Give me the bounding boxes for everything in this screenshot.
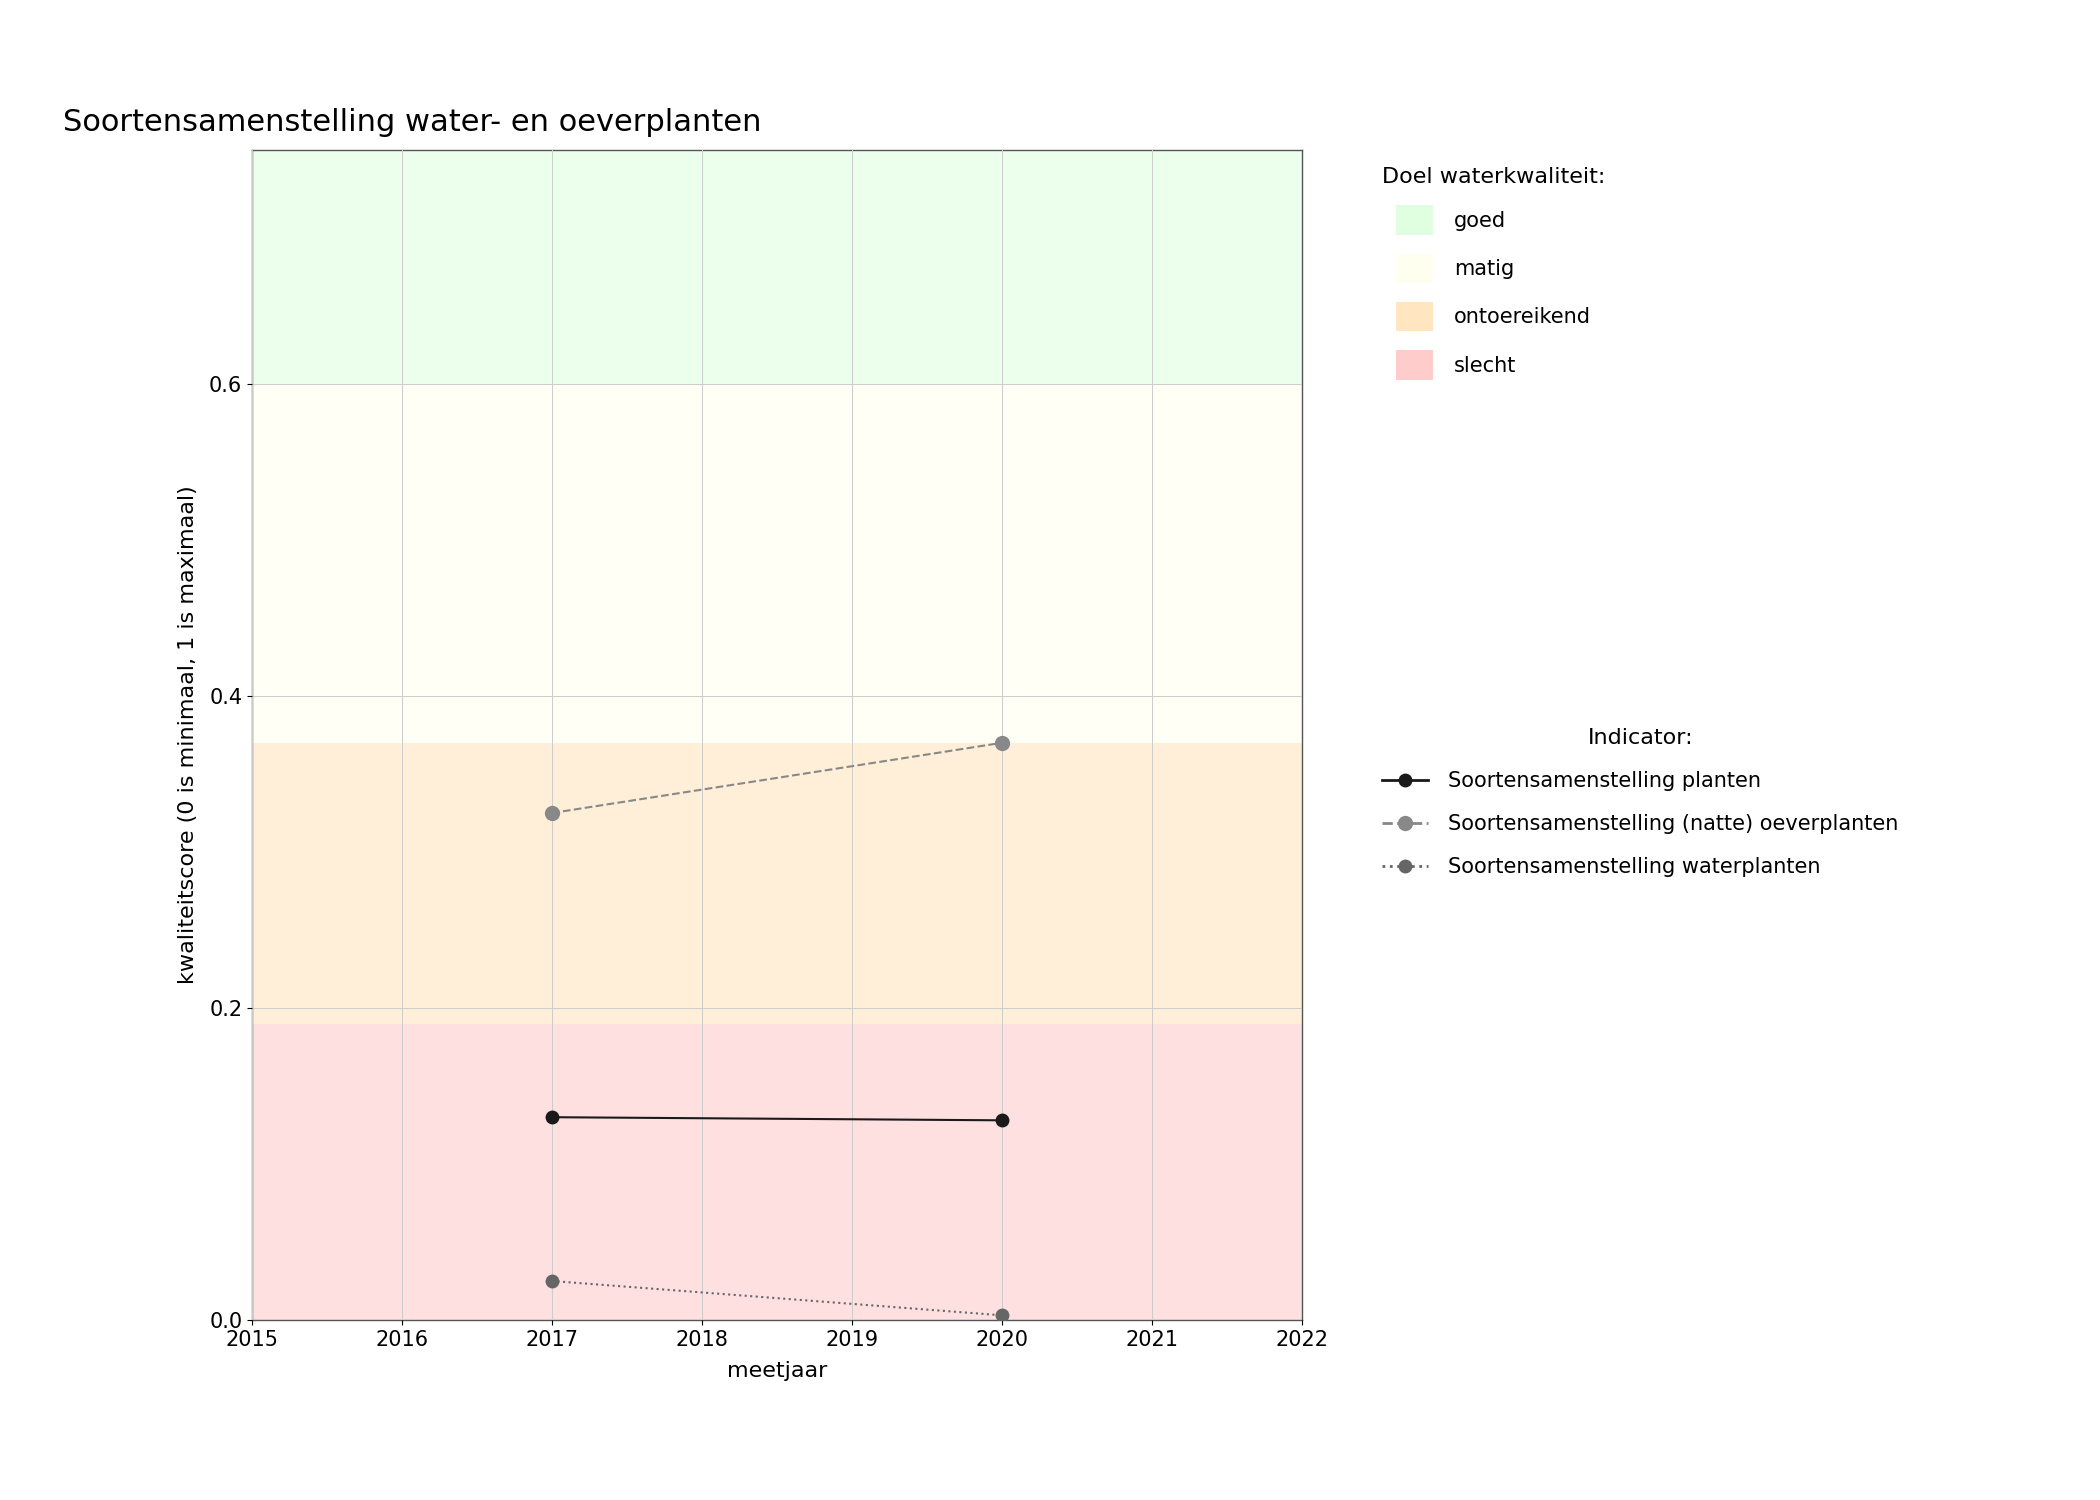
Legend: Soortensamenstelling planten, Soortensamenstelling (natte) oeverplanten, Soorten: Soortensamenstelling planten, Soortensam… <box>1376 722 1905 884</box>
Bar <box>252 1023 1302 1320</box>
X-axis label: meetjaar: meetjaar <box>727 1360 827 1382</box>
Bar <box>252 150 1302 384</box>
Y-axis label: kwaliteitscore (0 is minimaal, 1 is maximaal): kwaliteitscore (0 is minimaal, 1 is maxi… <box>178 486 197 984</box>
Bar <box>252 384 1302 742</box>
Text: Soortensamenstelling water- en oeverplanten: Soortensamenstelling water- en oeverplan… <box>63 108 762 136</box>
Bar <box>252 742 1302 1023</box>
